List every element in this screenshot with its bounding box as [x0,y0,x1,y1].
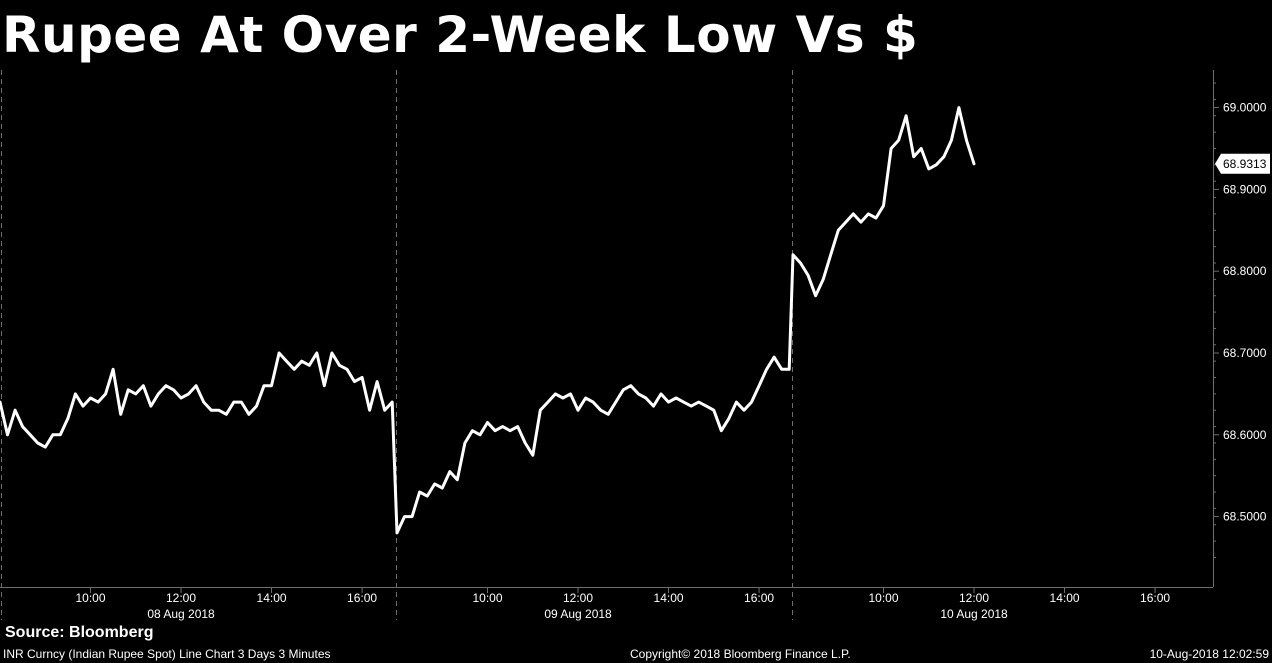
x-tick-label: 16:00 [347,591,377,605]
footer-copyright: Copyright© 2018 Bloomberg Finance L.P. [630,647,851,661]
chart-title: Rupee At Over 2-Week Low Vs $ [2,6,919,64]
x-tick-label: 14:00 [1050,591,1080,605]
x-tick-label: 10:00 [868,591,898,605]
x-date-label: 08 Aug 2018 [147,607,215,621]
footer-timestamp: 10-Aug-2018 12:02:59 [1149,647,1269,661]
last-value-label: 68.9313 [1223,157,1267,171]
y-axis: 68.5000 68.6000 68.7000 68.8000 68.9000 69.00… [1213,70,1267,587]
source-label: Source: Bloomberg [5,624,154,641]
y-tick-label: 68.5000 [1223,510,1267,524]
y-tick-label: 69.0000 [1223,101,1267,115]
x-tick-label: 12:00 [166,591,196,605]
session-dividers [1,70,793,620]
x-tick-label: 14:00 [654,591,684,605]
series-line [0,106,976,535]
x-date-label: 09 Aug 2018 [544,607,612,621]
y-tick-label: 68.6000 [1223,428,1267,442]
x-tick-label: 16:00 [1140,591,1170,605]
x-tick-label: 10:00 [75,591,105,605]
series-group [0,106,976,535]
y-tick-label: 68.9000 [1223,182,1267,196]
x-tick-label: 14:00 [257,591,287,605]
x-tick-label: 16:00 [744,591,774,605]
x-tick-label: 12:00 [959,591,989,605]
x-tick-label: 10:00 [472,591,502,605]
x-date-label: 10 Aug 2018 [940,607,1008,621]
last-value-badge [1215,153,1270,174]
y-tick-label: 68.8000 [1223,264,1267,278]
last-value-label-group: 68.9313 [1215,153,1270,174]
y-tick-label: 68.7000 [1223,346,1267,360]
x-tick-label: 12:00 [563,591,593,605]
footer-description: INR Curncy (Indian Rupee Spot) Line Char… [3,647,331,661]
x-axis: 10:00 12:00 14:00 16:00 08 Aug 2018 10:00 12:0… [0,587,1213,621]
